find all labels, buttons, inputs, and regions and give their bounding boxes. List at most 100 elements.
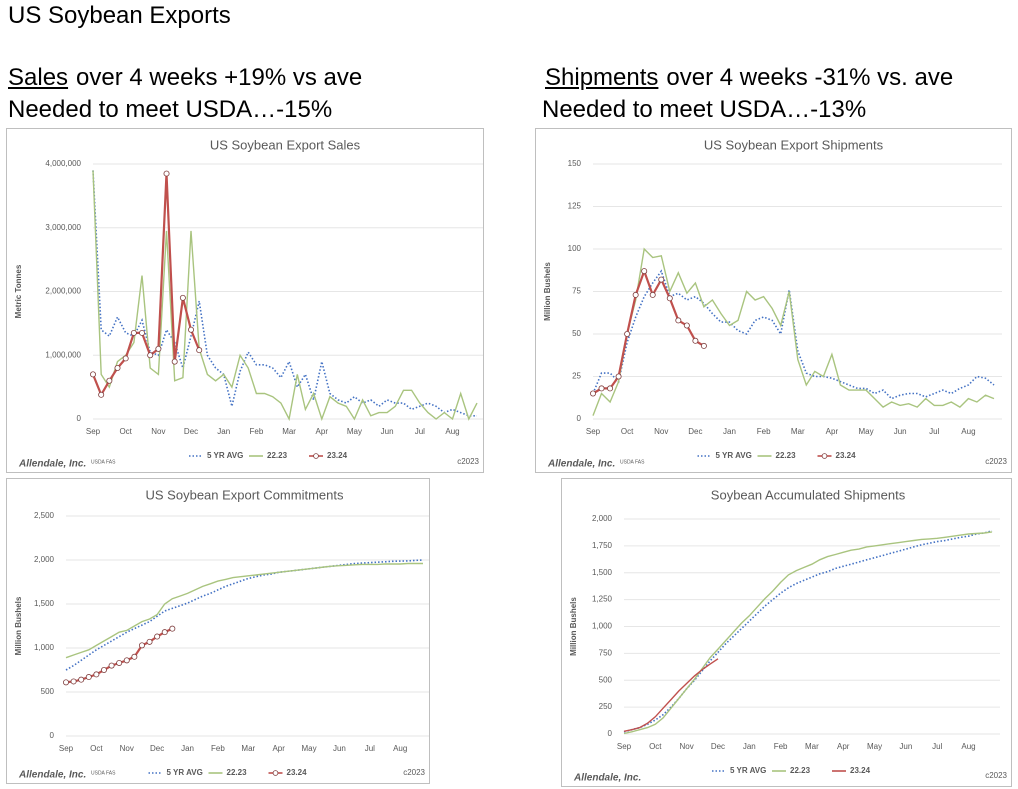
source: USDA FAS bbox=[91, 770, 116, 776]
y-tick-label: 0 bbox=[577, 414, 582, 423]
y-tick-label: 1,500 bbox=[592, 568, 613, 577]
x-tick-label: Aug bbox=[961, 742, 975, 751]
y-tick-label: 750 bbox=[599, 648, 613, 657]
x-tick-label: Dec bbox=[688, 427, 702, 436]
y-axis-label: Million Bushels bbox=[14, 596, 23, 655]
x-tick-label: Aug bbox=[445, 427, 459, 436]
marker bbox=[161, 629, 168, 636]
x-tick-label: Nov bbox=[120, 744, 134, 753]
marker bbox=[147, 352, 154, 359]
legend-label: 23.24 bbox=[287, 768, 308, 777]
marker bbox=[624, 330, 631, 337]
legend-label: 5 YR AVG bbox=[716, 451, 752, 460]
marker bbox=[171, 358, 178, 365]
x-tick-label: Sep bbox=[59, 744, 74, 753]
marker bbox=[100, 666, 107, 673]
x-tick-label: Sep bbox=[617, 742, 632, 751]
legend-marker bbox=[313, 453, 319, 459]
x-tick-label: Mar bbox=[791, 427, 805, 436]
x-tick-label: May bbox=[867, 742, 882, 751]
x-tick-label: Oct bbox=[621, 427, 634, 436]
x-tick-label: Jun bbox=[894, 427, 907, 436]
marker bbox=[598, 385, 605, 392]
y-tick-label: 100 bbox=[568, 244, 582, 253]
x-tick-label: Jul bbox=[932, 742, 942, 751]
heading-text: over 4 weeks +19% vs ave bbox=[76, 64, 363, 91]
x-tick-label: Mar bbox=[282, 427, 296, 436]
y-tick-label: 4,000,000 bbox=[45, 159, 81, 168]
y-tick-label: 0 bbox=[77, 414, 82, 423]
x-tick-label: Feb bbox=[211, 744, 225, 753]
x-tick-label: Feb bbox=[774, 742, 788, 751]
x-tick-label: Sep bbox=[86, 427, 101, 436]
x-tick-label: Dec bbox=[150, 744, 164, 753]
marker bbox=[146, 638, 153, 645]
chart-title: US Soybean Export Commitments bbox=[146, 487, 344, 502]
chart: US Soybean Export Sales Metric Tonnes 0 1,0… bbox=[14, 137, 483, 470]
series-line bbox=[623, 658, 719, 732]
legend-label: 5 YR AVG bbox=[730, 766, 766, 775]
marker bbox=[154, 633, 161, 640]
y-tick-label: 50 bbox=[572, 329, 581, 338]
sales-heading: Sales over 4 weeks +19% vs ave bbox=[8, 64, 362, 92]
copyright: c2023 bbox=[985, 457, 1007, 466]
marker bbox=[700, 342, 707, 349]
marker bbox=[90, 371, 97, 378]
legend-label: 23.24 bbox=[850, 766, 871, 775]
x-tick-label: Dec bbox=[184, 427, 198, 436]
marker bbox=[188, 326, 195, 333]
x-tick-label: Feb bbox=[757, 427, 771, 436]
heading-underlined: Shipments bbox=[545, 64, 659, 91]
chart: US Soybean Export Commitments Million Bus… bbox=[14, 487, 429, 781]
marker bbox=[632, 291, 639, 298]
x-tick-label: Jun bbox=[899, 742, 912, 751]
marker bbox=[63, 679, 70, 686]
y-tick-label: 1,000 bbox=[592, 622, 613, 631]
y-tick-label: 500 bbox=[599, 675, 613, 684]
marker bbox=[131, 653, 138, 660]
y-tick-label: 1,500 bbox=[34, 599, 55, 608]
y-tick-label: 2,000 bbox=[34, 555, 55, 564]
logo: Allendale, Inc. bbox=[18, 459, 86, 470]
chart-panel: US Soybean Export Shipments Million Bushe… bbox=[535, 128, 1012, 473]
marker bbox=[155, 345, 162, 352]
marker bbox=[116, 659, 123, 666]
x-tick-label: Oct bbox=[649, 742, 662, 751]
x-tick-label: May bbox=[347, 427, 362, 436]
logo: Allendale, Inc. bbox=[573, 773, 641, 784]
copyright: c2023 bbox=[457, 457, 479, 466]
x-tick-label: Oct bbox=[90, 744, 103, 753]
x-tick-label: Jan bbox=[723, 427, 736, 436]
x-tick-label: Nov bbox=[680, 742, 694, 751]
x-tick-label: Oct bbox=[119, 427, 132, 436]
marker bbox=[641, 268, 648, 275]
marker bbox=[106, 377, 113, 384]
chart-title: Soybean Accumulated Shipments bbox=[711, 487, 906, 502]
y-tick-label: 500 bbox=[41, 687, 55, 696]
y-tick-label: 3,000,000 bbox=[45, 223, 81, 232]
marker bbox=[666, 295, 673, 302]
series-line bbox=[92, 170, 478, 422]
heading-underlined: Sales bbox=[8, 64, 69, 91]
shipments-heading-line2: Needed to meet USDA…-13% bbox=[542, 96, 867, 123]
y-tick-label: 2,000,000 bbox=[45, 287, 81, 296]
copyright: c2023 bbox=[985, 771, 1007, 780]
y-tick-label: 25 bbox=[572, 372, 581, 381]
y-tick-label: 2,500 bbox=[34, 511, 55, 520]
x-tick-label: Aug bbox=[961, 427, 975, 436]
series-line bbox=[65, 559, 424, 671]
legend-label: 22.23 bbox=[267, 451, 288, 460]
x-tick-label: Apr bbox=[316, 427, 329, 436]
x-tick-label: Jan bbox=[181, 744, 194, 753]
legend-label: 5 YR AVG bbox=[207, 451, 243, 460]
x-tick-label: Mar bbox=[241, 744, 255, 753]
series-line bbox=[92, 170, 477, 417]
marker bbox=[93, 671, 100, 678]
marker bbox=[138, 642, 145, 649]
y-tick-label: 0 bbox=[608, 729, 613, 738]
series-line bbox=[623, 531, 993, 735]
marker bbox=[692, 337, 699, 344]
marker bbox=[70, 678, 77, 685]
x-tick-label: Apr bbox=[826, 427, 839, 436]
